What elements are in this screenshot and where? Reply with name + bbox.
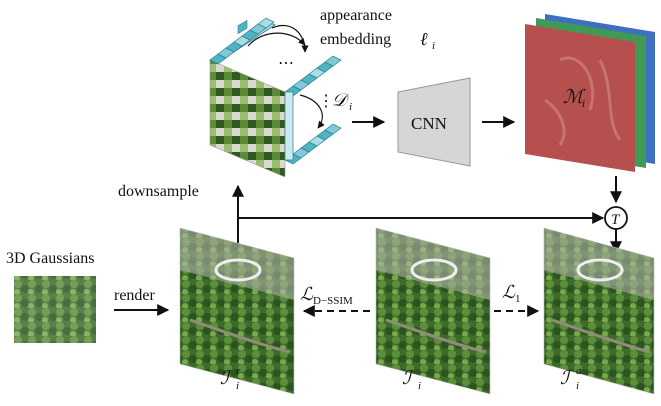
curved-arrow-3 [299, 94, 325, 129]
gaussians-image [14, 276, 96, 343]
cnn-label: CNN [411, 114, 447, 133]
dots-label: ⋯ [278, 55, 294, 72]
rendered-image [179, 227, 295, 395]
ir-sub: i [236, 380, 239, 392]
ell-sub: i [432, 40, 435, 52]
ia-sub: i [576, 380, 579, 392]
embedding-label: embedding [320, 31, 391, 48]
m-sub: i [582, 98, 585, 110]
render-label: render [114, 287, 156, 304]
embedding-cube: ⋯ [209, 17, 342, 178]
appearance-label: appearance [320, 7, 392, 24]
t-symbol: T [611, 212, 621, 228]
cell-strip-top [209, 17, 275, 65]
cube-front-face [209, 59, 286, 178]
cell-column-right [284, 91, 294, 161]
i-sub: i [418, 380, 421, 392]
map-red [525, 24, 635, 172]
curved-arrow-2 [271, 24, 309, 53]
d-symbol: 𝒟 [332, 90, 350, 110]
downsample-label: downsample [118, 183, 199, 200]
cell-strip-bottom [284, 123, 342, 165]
l1-sub: 1 [515, 293, 521, 305]
l-dssim-sub: D−SSIM [313, 295, 353, 307]
adjusted-image [543, 227, 655, 395]
ia-sup: a [576, 365, 582, 377]
ir-sup: r [236, 365, 241, 377]
modulation-maps: ℳ i [525, 14, 655, 172]
vdots-label: ⋮ [318, 93, 334, 110]
m-symbol: ℳ [563, 87, 586, 108]
l-dssim-symbol: ℒ [300, 284, 314, 304]
l1-symbol: ℒ [502, 282, 516, 302]
cnn-block [397, 77, 471, 167]
curved-arrow-1 [247, 32, 306, 47]
gaussians-label: 3D Gaussians [6, 250, 94, 267]
d-sub: i [349, 101, 352, 113]
ground-truth-image [375, 227, 491, 395]
ell-symbol: ℓ [420, 29, 428, 49]
